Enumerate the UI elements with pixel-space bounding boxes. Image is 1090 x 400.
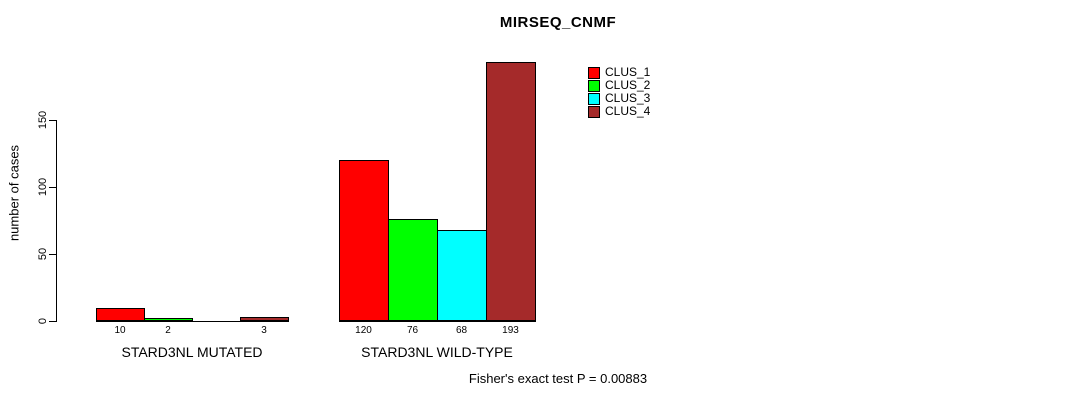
legend-swatch-icon: [588, 66, 600, 79]
axis-baseline: [339, 321, 536, 322]
bar-value-label: 3: [261, 325, 267, 336]
legend-item: CLUS_4: [588, 105, 650, 118]
legend: CLUS_1 CLUS_2 CLUS_3 CLUS_4: [588, 66, 650, 118]
bar-value-label: 120: [355, 325, 372, 336]
bar: [96, 308, 145, 321]
group-label: STARD3NL WILD-TYPE: [361, 344, 513, 360]
y-axis-line: [56, 120, 57, 322]
y-tick: [49, 187, 57, 188]
y-tick: [49, 254, 57, 255]
bar: [240, 317, 289, 321]
bar-value-label: 68: [455, 325, 468, 336]
y-tick-label: 150: [37, 110, 49, 130]
y-tick-label: 100: [37, 177, 49, 197]
bar-value-label: 193: [502, 325, 519, 336]
bar: [339, 160, 389, 321]
legend-item: CLUS_3: [588, 92, 650, 105]
y-tick-label: 0: [37, 317, 49, 325]
y-tick: [49, 321, 57, 322]
legend-swatch-icon: [588, 79, 600, 92]
y-tick: [49, 120, 57, 121]
y-tick-label: 50: [37, 247, 49, 261]
legend-label: CLUS_1: [605, 65, 651, 79]
bar-value-label: 10: [114, 325, 126, 336]
group-label: STARD3NL MUTATED: [121, 344, 263, 360]
fisher-test-annotation: Fisher's exact test P = 0.00883: [468, 371, 648, 386]
bar: [388, 219, 438, 321]
legend-label: CLUS_3: [605, 91, 651, 105]
legend-swatch-icon: [588, 92, 600, 105]
legend-item: CLUS_1: [588, 66, 650, 79]
legend-item: CLUS_2: [588, 79, 650, 92]
bar: [437, 230, 487, 321]
bar-value-label: 76: [406, 325, 419, 336]
axis-baseline: [96, 321, 289, 322]
legend-label: CLUS_2: [605, 78, 651, 92]
chart-title: MIRSEQ_CNMF: [499, 14, 617, 31]
bar: [144, 318, 193, 321]
legend-label: CLUS_4: [605, 104, 651, 118]
bar-value-label: 2: [165, 325, 171, 336]
legend-swatch-icon: [588, 105, 600, 118]
bar: [486, 62, 536, 321]
